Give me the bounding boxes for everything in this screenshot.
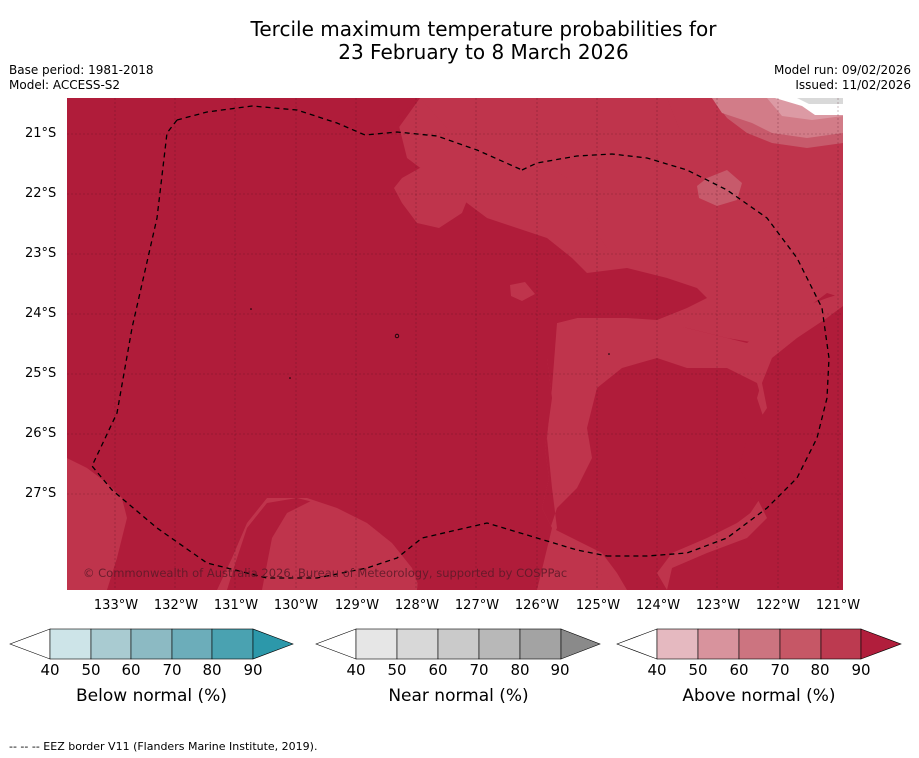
graticule [67, 98, 843, 590]
colorbar-above-label: Above normal (%) [682, 686, 836, 706]
lat-label: 21°S [25, 126, 57, 141]
colorbar-below-swatch-1 [49, 628, 92, 660]
tick-label: 90 [243, 661, 263, 679]
colorbar-below-swatch-6 [252, 628, 294, 660]
chart-title: Tercile maximum temperature probabilitie… [0, 18, 919, 64]
colorbar-below-label: Below normal (%) [76, 686, 227, 706]
colorbar-above-swatch-6 [860, 628, 902, 660]
meta-left: Base period: 1981-2018 Model: ACCESS-S2 [9, 63, 154, 93]
colorbar-near-swatch-6 [560, 628, 601, 660]
base-period-text: Base period: 1981-2018 [9, 63, 154, 77]
copyright-text: © Commonwealth of Australia 2026, Bureau… [83, 566, 567, 580]
colorbar-near-swatch-2 [396, 628, 439, 660]
zone-above-80-north [420, 98, 843, 273]
colorbar-near [315, 628, 601, 660]
colorbar-below-swatch-2 [90, 628, 132, 660]
tick-label: 90 [550, 661, 570, 679]
lon-label: 127°W [454, 598, 500, 613]
tick-label: 70 [770, 661, 790, 679]
eez-border-circle [521, 153, 830, 557]
title-line-2: 23 February to 8 March 2026 [338, 40, 629, 64]
issued-text: Issued: 11/02/2026 [795, 78, 911, 92]
zone-above-80-blob-mid [394, 164, 472, 228]
lon-label: 129°W [334, 598, 380, 613]
model-run-text: Model run: 09/02/2026 [773, 63, 911, 77]
tick-label: 80 [510, 661, 530, 679]
zone-above-90-central [67, 98, 707, 590]
lon-label: 132°W [153, 598, 199, 613]
tick-label: 60 [729, 661, 749, 679]
tick-label: 80 [202, 661, 222, 679]
tick-label: 60 [121, 661, 141, 679]
tick-label: 80 [810, 661, 830, 679]
eez-footnote: -- -- -- EEZ border V11 (Flanders Marine… [9, 740, 318, 753]
tick-label: 70 [162, 661, 182, 679]
tick-label: 40 [40, 661, 60, 679]
tick-label: 60 [428, 661, 448, 679]
colorbar-near-swatch-4 [478, 628, 521, 660]
lat-label: 27°S [25, 486, 57, 501]
lat-label: 24°S [25, 306, 57, 321]
colorbar-near-swatch-0 [315, 628, 357, 660]
tick-label: 70 [469, 661, 489, 679]
colorbar-below-swatch-0 [9, 628, 51, 660]
colorbars [9, 628, 902, 660]
colorbar-near-swatch-3 [437, 628, 480, 660]
colorbar-above-swatch-1 [656, 628, 699, 660]
tick-label: 50 [81, 661, 101, 679]
lat-label: 25°S [25, 366, 57, 381]
lon-label: 121°W [815, 598, 861, 613]
colorbar-below [9, 628, 294, 660]
lat-label: 23°S [25, 246, 57, 261]
probability-map: © Commonwealth of Australia 2026, Bureau… [67, 98, 843, 590]
lon-label: 130°W [273, 598, 319, 613]
lon-label: 126°W [514, 598, 560, 613]
lat-label: 26°S [25, 426, 57, 441]
tick-label: 50 [387, 661, 407, 679]
tick-label: 40 [346, 661, 366, 679]
grey-corner [797, 98, 843, 104]
colorbar-near-swatch-5 [519, 628, 562, 660]
colorbar-above-swatch-4 [779, 628, 822, 660]
island-marker [289, 377, 291, 379]
lat-label: 22°S [25, 186, 57, 201]
colorbar-above-swatch-2 [697, 628, 740, 660]
colorbar-below-swatch-5 [211, 628, 254, 660]
island-marker [608, 353, 610, 355]
lon-label: 122°W [755, 598, 801, 613]
tick-label: 40 [647, 661, 667, 679]
colorbar-near-label: Near normal (%) [388, 686, 529, 706]
title-line-1: Tercile maximum temperature probabilitie… [250, 17, 717, 41]
colorbar-above-swatch-3 [738, 628, 781, 660]
zone-above-70-patch [697, 170, 742, 206]
island-marker [394, 333, 400, 339]
zone-above-90-southeast [667, 306, 843, 590]
colorbar-near-swatch-1 [355, 628, 398, 660]
colorbar-below-swatch-4 [171, 628, 213, 660]
lon-label: 128°W [394, 598, 440, 613]
colorbar-above-swatch-5 [820, 628, 862, 660]
meta-right: Model run: 09/02/2026 Issued: 11/02/2026 [774, 63, 911, 93]
lon-label: 125°W [575, 598, 621, 613]
island-marker [250, 308, 252, 310]
colorbar-above [616, 628, 902, 660]
model-text: Model: ACCESS-S2 [9, 78, 121, 92]
lon-label: 131°W [213, 598, 259, 613]
colorbar-below-swatch-3 [130, 628, 173, 660]
tick-label: 90 [851, 661, 871, 679]
eez-border-west [91, 119, 608, 579]
tick-label: 50 [688, 661, 708, 679]
lon-label: 124°W [635, 598, 681, 613]
lon-label: 133°W [93, 598, 139, 613]
zone-above-80-southwest [67, 458, 125, 590]
colorbar-above-swatch-0 [616, 628, 658, 660]
zone-above-80-blob-small [510, 282, 535, 301]
lon-label: 123°W [695, 598, 741, 613]
